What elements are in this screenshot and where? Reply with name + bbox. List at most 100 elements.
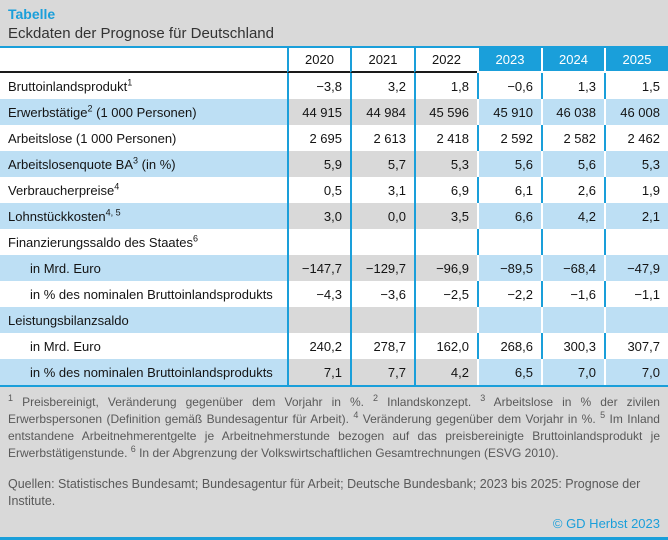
row-label: Bruttoinlandsprodukt1 [8, 77, 133, 94]
table-row: Bruttoinlandsprodukt1 −3,8 3,2 1,8 −0,6 1,3 1,… [0, 73, 668, 99]
value-cell: 162,0 [414, 333, 477, 359]
table-row: Arbeitslosenquote BA3 (in %) 5,9 5,7 5,3 5,6… [0, 151, 668, 177]
value-cell [287, 229, 350, 255]
value-cell: −129,7 [350, 255, 414, 281]
value-cell: −89,5 [477, 255, 541, 281]
title-block: Tabelle Eckdaten der Prognose für Deutsc… [0, 0, 668, 43]
value-cell: 300,3 [541, 333, 604, 359]
footnote-reference: 4 [114, 181, 120, 192]
value-cell: 7,7 [350, 359, 414, 385]
value-cell: 1,8 [414, 73, 477, 99]
value-cell [541, 307, 604, 333]
value-cell: 46 038 [541, 99, 604, 125]
table-row: Finanzierungssaldo des Staates6 [0, 229, 668, 255]
table-kicker: Tabelle [8, 6, 56, 22]
table-row: in Mrd. Euro 240,2 278,7 162,0 268,6 300,3 307… [0, 333, 668, 359]
row-label: Leistungsbilanzsaldo [0, 307, 287, 333]
row-label: in % des nominalen Bruttoinlandsprodukts [0, 359, 287, 385]
value-cell: −68,4 [541, 255, 604, 281]
value-cell: 240,2 [287, 333, 350, 359]
value-cell: 5,9 [287, 151, 350, 177]
table-row: Leistungsbilanzsaldo [0, 307, 668, 333]
value-cell [414, 307, 477, 333]
year-column-header-2020: 2020 [287, 48, 350, 73]
value-cell: 6,1 [477, 177, 541, 203]
value-cell [477, 307, 541, 333]
value-cell: −3,6 [350, 281, 414, 307]
value-cell: 2 613 [350, 125, 414, 151]
value-cell: −3,8 [287, 73, 350, 99]
value-cell: 2 695 [287, 125, 350, 151]
row-label: Lohnstückkosten4, 5 [0, 203, 287, 229]
table-corner-cell [0, 48, 287, 73]
table-row: Lohnstückkosten4, 5 3,0 0,0 3,5 6,6 4,2 2,1 [0, 203, 668, 229]
value-cell: 46 008 [604, 99, 668, 125]
row-label: Finanzierungssaldo des Staates6 [8, 233, 199, 250]
value-cell: 44 915 [287, 99, 350, 125]
value-cell: 1,5 [604, 73, 668, 99]
row-label: Verbraucherpreise4 [8, 181, 120, 198]
footnote-marker: 4 [353, 410, 359, 420]
value-cell [350, 307, 414, 333]
row-label: Arbeitslosenquote BA3 (in %) [0, 151, 287, 177]
table-row: Verbraucherpreise4 0,5 3,1 6,9 6,1 2,6 1,9 [0, 177, 668, 203]
value-cell: 7,0 [541, 359, 604, 385]
value-cell: 2 462 [604, 125, 668, 151]
table-row: in % des nominalen Bruttoinlandsprodukts… [0, 359, 668, 385]
value-cell: 307,7 [604, 333, 668, 359]
value-cell [350, 229, 414, 255]
value-cell: 3,0 [287, 203, 350, 229]
value-cell: 2 582 [541, 125, 604, 151]
sources-line: Quellen: Statistisches Bundesamt; Bundes… [8, 477, 641, 508]
value-cell [477, 229, 541, 255]
footnote-reference: 4, 5 [105, 207, 121, 218]
value-cell: 3,2 [350, 73, 414, 99]
table-row: Erwerbstätige2 (1 000 Personen) 44 915 44 … [0, 99, 668, 125]
value-cell: −4,3 [287, 281, 350, 307]
year-column-header-2021: 2021 [350, 48, 414, 73]
value-cell [541, 229, 604, 255]
value-cell: 278,7 [350, 333, 414, 359]
value-cell: 2,6 [541, 177, 604, 203]
year-header-row: 2020 2021 2022 2023 2024 2025 [0, 48, 668, 73]
footnote-reference: 6 [193, 233, 199, 244]
value-cell [414, 229, 477, 255]
table-row: Arbeitslose (1 000 Personen) 2 695 2 613 2 … [0, 125, 668, 151]
value-cell: 6,9 [414, 177, 477, 203]
value-cell: 45 596 [414, 99, 477, 125]
footnote-reference: 2 [87, 103, 93, 114]
value-cell: 4,2 [414, 359, 477, 385]
row-label: Erwerbstätige2 (1 000 Personen) [0, 99, 287, 125]
value-cell [287, 307, 350, 333]
footnote-marker: 6 [130, 444, 136, 454]
footnote-reference: 1 [127, 77, 133, 88]
value-cell: 0,5 [287, 177, 350, 203]
value-cell: 6,6 [477, 203, 541, 229]
value-cell: 6,5 [477, 359, 541, 385]
value-cell: −1,6 [541, 281, 604, 307]
copyright: © GD Herbst 2023 [552, 516, 660, 531]
year-column-header-2025: 2025 [604, 48, 668, 73]
value-cell [604, 229, 668, 255]
footnote-marker: 1 [8, 393, 14, 403]
value-cell: 45 910 [477, 99, 541, 125]
value-cell: 5,3 [414, 151, 477, 177]
row-label: Arbeitslose (1 000 Personen) [8, 130, 177, 146]
value-cell: 1,9 [604, 177, 668, 203]
value-cell: 4,2 [541, 203, 604, 229]
table-title: Eckdaten der Prognose für Deutschland [8, 25, 274, 42]
footnote-reference: 3 [133, 155, 139, 166]
footnote-marker: 3 [480, 393, 486, 403]
value-cell: −147,7 [287, 255, 350, 281]
value-cell: −0,6 [477, 73, 541, 99]
value-cell: 7,1 [287, 359, 350, 385]
footnote-marker: 2 [373, 393, 379, 403]
year-column-header-2024: 2024 [541, 48, 604, 73]
value-cell: −47,9 [604, 255, 668, 281]
row-label: in % des nominalen Bruttoinlandsprodukts [30, 286, 273, 302]
footnote-marker: 5 [600, 410, 606, 420]
forecast-table: 2020 2021 2022 2023 2024 2025 Bruttoinlandspr… [0, 46, 668, 387]
value-cell: 5,3 [604, 151, 668, 177]
value-cell: −96,9 [414, 255, 477, 281]
